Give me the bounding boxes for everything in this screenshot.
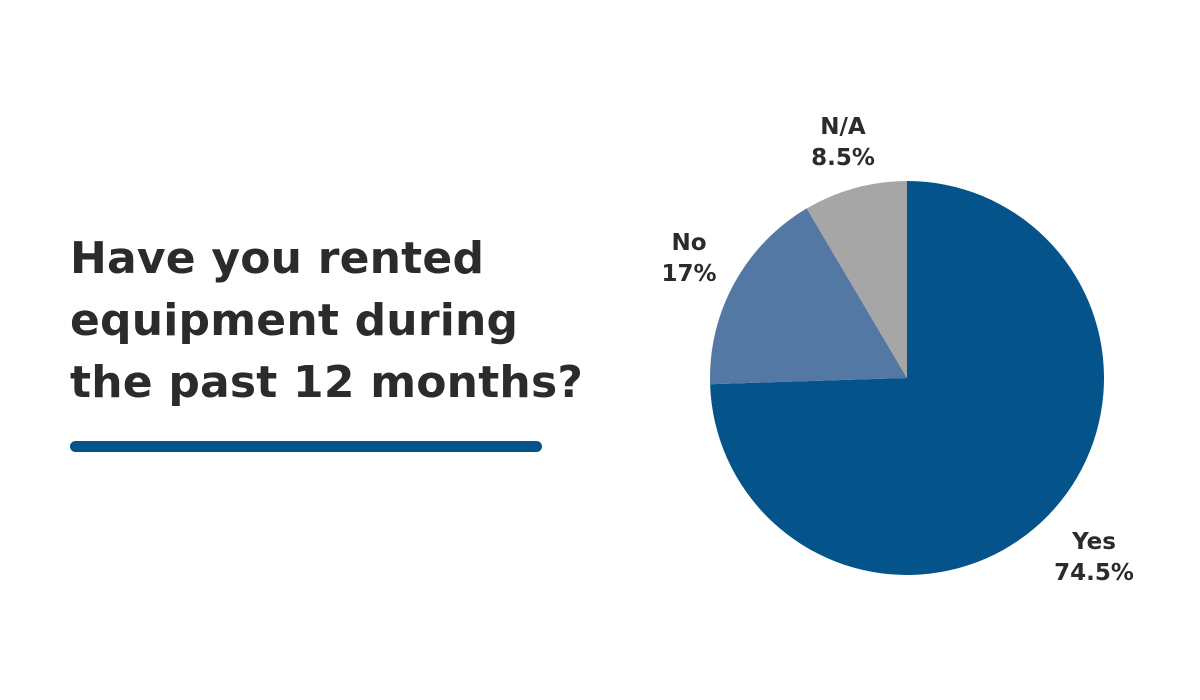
title-line: Have you rented [70,233,485,284]
slice-category-label: Yes [1071,529,1116,555]
slice-value-label: 8.5% [811,145,875,171]
slice-value-label: 74.5% [1054,560,1134,586]
pie-slice-no [710,208,907,385]
slice-category-label: N/A [820,114,866,140]
title-line: equipment during [70,295,519,346]
pie-labels: Yes 74.5% No 17% N/A 8.5% [661,114,1133,586]
slice-value-label: 17% [661,261,716,287]
pie-slice-n-a [806,181,907,378]
pie-slice-yes [710,181,1105,575]
page-title: Have you rented equipment during the pas… [70,228,630,414]
pie-slices [710,181,1105,575]
title-line: the past 12 months? [70,357,584,408]
slice-category-label: No [671,230,706,256]
accent-divider [70,441,542,452]
